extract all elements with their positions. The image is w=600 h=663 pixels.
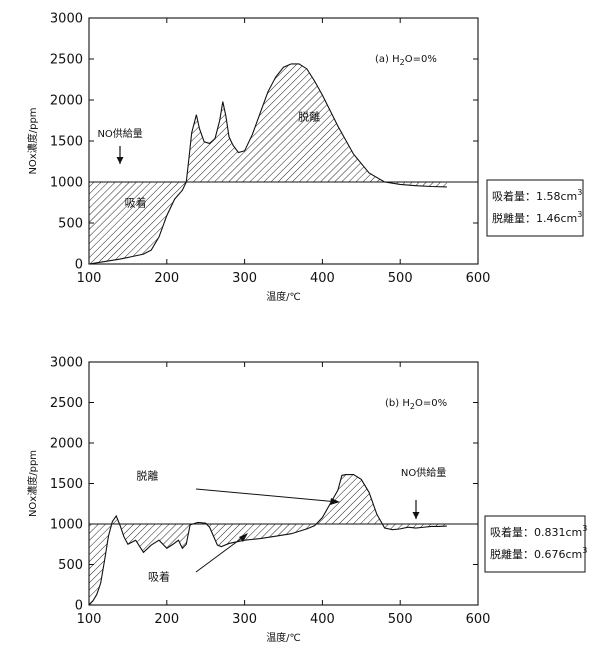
nox-curve	[88, 63, 447, 265]
annotation-label: 脱離	[298, 110, 320, 124]
chart-panel-b: 100 200 300 400 500 600 0 500 1000 1500 2000 2500 30…	[26, 356, 587, 645]
panel-label-rest: O=0%	[415, 398, 447, 409]
amount-value: 吸着量：0.831cm	[490, 525, 582, 539]
amount-value: 脱離量：0.676cm	[490, 547, 582, 561]
amount-unit-sup: 3	[577, 188, 582, 197]
y-tick-label: 0	[75, 258, 83, 273]
annotation-label: 吸着	[148, 570, 170, 584]
pointer-line-desorption	[195, 488, 339, 503]
y-tick-label: 500	[58, 217, 83, 232]
x-tick-label: 300	[232, 612, 257, 627]
amount-text: 吸着量：1.58cm3	[492, 188, 582, 203]
panel-label-sub: 2	[410, 402, 415, 411]
pointer-head-desorption	[330, 498, 340, 505]
annotation-label: NO供給量	[401, 466, 446, 479]
x-tick-label: 100	[77, 271, 102, 286]
y-tick-label: 3000	[50, 12, 83, 27]
panel-label: (b) H2O=0%	[385, 398, 447, 411]
y-tick-label: 2500	[50, 396, 83, 411]
panel-label-sub: 2	[400, 58, 405, 67]
y-tick-label: 2000	[50, 437, 83, 452]
hatched-area	[89, 63, 447, 264]
amount-text: 脱離量：0.676cm3	[490, 546, 587, 561]
amount-text: 脱離量：1.46cm3	[492, 210, 582, 225]
y-axis-label: NOx濃度/ppm	[26, 107, 39, 174]
x-tick-label: 500	[388, 612, 413, 627]
y-tick-label: 1000	[50, 176, 83, 191]
panel-label: (a) H2O=0%	[375, 54, 437, 67]
y-tick-label: 1500	[50, 477, 83, 492]
annotation-label: 吸着	[125, 196, 147, 210]
x-tick-label: 500	[388, 271, 413, 286]
y-tick-label: 1000	[50, 518, 83, 533]
y-tick-label: 2000	[50, 94, 83, 109]
panel-label-rest: O=0%	[405, 54, 437, 65]
panel-label-main: (a) H	[375, 54, 400, 65]
y-tick-label: 2500	[50, 53, 83, 68]
amount-value: 吸着量：1.58cm	[492, 189, 577, 203]
x-tick-label: 600	[466, 612, 491, 627]
amount-unit-sup: 3	[577, 210, 582, 219]
x-tick-label: 400	[310, 271, 335, 286]
y-tick-label: 500	[58, 558, 83, 573]
x-axis-label: 温度/℃	[266, 290, 301, 303]
pointer-head-adsorption	[239, 533, 248, 542]
arrow-head	[412, 512, 420, 519]
amount-box	[486, 179, 584, 237]
pointer-line-adsorption	[195, 534, 247, 573]
amount-unit-sup: 3	[582, 546, 587, 555]
x-tick-label: 100	[77, 612, 102, 627]
x-axis-label: 温度/℃	[266, 631, 301, 644]
amount-box	[484, 515, 586, 573]
chart-panel-a: 100 200 300 400 500 600 0 500 1000 1500 2000 2500 30…	[26, 12, 584, 303]
x-tick-label: 400	[310, 612, 335, 627]
y-tick-label: 1500	[50, 135, 83, 150]
x-tick-label: 600	[466, 271, 491, 286]
hatched-area	[89, 474, 447, 605]
panel-label-main: (b) H	[385, 398, 410, 409]
y-tick-label: 0	[75, 599, 83, 614]
amount-text: 吸着量：0.831cm3	[490, 524, 587, 539]
arrow-head	[116, 157, 124, 164]
x-tick-label: 200	[154, 612, 179, 627]
annotation-label: 脱離	[136, 468, 158, 482]
amount-value: 脱離量：1.46cm	[492, 211, 577, 225]
x-tick-label: 200	[154, 271, 179, 286]
annotation-label: NO供給量	[97, 127, 142, 140]
y-tick-label: 3000	[50, 356, 83, 371]
nox-curve	[88, 474, 447, 606]
x-tick-label: 300	[232, 271, 257, 286]
y-axis-label: NOx濃度/ppm	[26, 450, 39, 517]
amount-unit-sup: 3	[582, 524, 587, 533]
